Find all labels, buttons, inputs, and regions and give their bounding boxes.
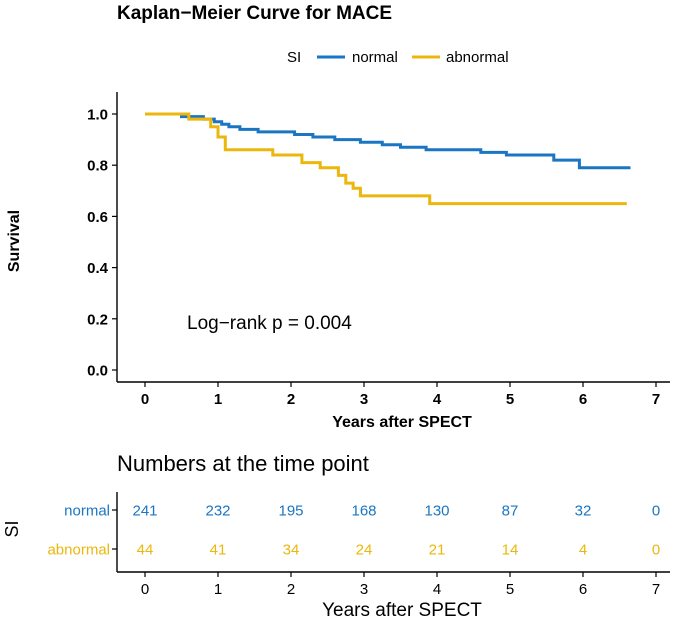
risk-x-tick-label: 3 <box>360 581 368 598</box>
top-axis-ticks: 0.0 0.2 0.4 0.6 0.8 1.0 0 1 2 3 4 5 6 7 <box>87 107 660 409</box>
x-tick-label: 1 <box>214 391 222 408</box>
logrank-annotation: Log−rank p = 0.004 <box>187 313 352 334</box>
legend-label-normal: normal <box>352 49 398 66</box>
risk-cell-abnormal: 4 <box>579 542 587 559</box>
risk-cell-abnormal: 34 <box>283 542 300 559</box>
x-tick-label: 2 <box>287 391 295 408</box>
risk-cell-normal: 195 <box>278 503 303 520</box>
legend: SI normal abnormal <box>287 49 509 66</box>
risk-table-title: Numbers at the time point <box>117 451 369 476</box>
survival-line-normal <box>145 112 631 170</box>
risk-x-tick-label: 6 <box>579 581 587 598</box>
y-tick-label: 0.0 <box>87 363 108 380</box>
risk-cell-abnormal: 24 <box>356 542 373 559</box>
x-tick-label: 7 <box>652 391 660 408</box>
risk-cell-normal: 87 <box>502 503 519 520</box>
x-tick-label: 5 <box>506 391 514 408</box>
risk-x-tick-label: 1 <box>214 581 222 598</box>
risk-cell-normal: 232 <box>205 503 230 520</box>
risk-cell-normal: 130 <box>424 503 449 520</box>
x-tick-label: 4 <box>433 391 442 408</box>
risk-cell-normal: 32 <box>575 503 592 520</box>
x-tick-label: 0 <box>141 391 149 408</box>
risk-x-tick-label: 4 <box>433 581 441 598</box>
risk-cell-abnormal: 21 <box>429 542 446 559</box>
legend-title: SI <box>287 49 301 66</box>
x-tick-label: 3 <box>360 391 368 408</box>
y-tick-label: 0.8 <box>87 158 108 175</box>
risk-cell-abnormal: 14 <box>502 542 519 559</box>
risk-x-tick-label: 0 <box>141 581 149 598</box>
survival-curves <box>145 112 631 206</box>
x-tick-label: 6 <box>579 391 587 408</box>
risk-cell-abnormal: 0 <box>652 542 660 559</box>
risk-cell-normal: 0 <box>652 503 660 520</box>
x-axis-title: Years after SPECT <box>332 414 472 431</box>
risk-cell-abnormal: 41 <box>210 542 227 559</box>
y-tick-label: 0.4 <box>87 260 109 277</box>
risk-cell-abnormal: 44 <box>137 542 154 559</box>
y-tick-label: 1.0 <box>87 107 108 124</box>
risk-cell-normal: 168 <box>351 503 376 520</box>
y-tick-label: 0.2 <box>87 311 108 328</box>
risk-table-x-title: Years after SPECT <box>322 600 482 621</box>
risk-row-label-normal: normal <box>64 503 110 520</box>
chart-title: Kaplan−Meier Curve for MACE <box>117 3 392 24</box>
risk-x-tick-label: 7 <box>652 581 660 598</box>
legend-label-abnormal: abnormal <box>446 49 509 66</box>
risk-x-tick-label: 2 <box>287 581 295 598</box>
y-axis-title: Survival <box>6 210 23 272</box>
risk-x-tick-label: 5 <box>506 581 514 598</box>
y-tick-label: 0.6 <box>87 209 108 226</box>
risk-table-y-title: SI <box>2 520 22 537</box>
risk-row-label-abnormal: abnormal <box>47 542 110 559</box>
survival-line-abnormal <box>145 112 627 206</box>
plot-panel <box>116 92 670 383</box>
risk-cell-normal: 241 <box>132 503 157 520</box>
